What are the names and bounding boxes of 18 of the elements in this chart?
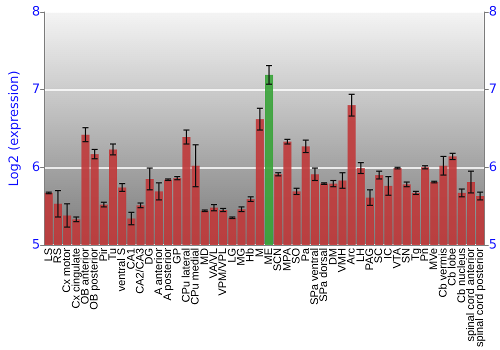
x-tick-label: RS	[52, 248, 64, 264]
y2-tick-label: 6	[488, 160, 498, 175]
x-tick-label: IC	[382, 248, 394, 259]
x-tick-label: SCN	[272, 248, 284, 272]
y2-tick-label: 7	[488, 82, 498, 98]
y-axis-title: Log2 (expression)	[7, 70, 22, 186]
x-tick-label: Arc	[346, 247, 358, 264]
y-tick-label: 7	[32, 82, 40, 98]
y2-tick-label: 5	[488, 237, 498, 252]
y-tick-label: 5	[32, 237, 40, 252]
x-tick-label: spinal cord posterior	[474, 248, 486, 348]
x-tick-label: CPu medial	[190, 248, 202, 305]
y-tick-label: 8	[32, 4, 40, 20]
x-tick-label: OB anterior	[79, 248, 92, 304]
x-tick-label: MVe	[428, 248, 440, 270]
y-tick-label: 6	[32, 160, 40, 175]
y2-tick-label: 8	[488, 4, 498, 20]
x-tick-label: PAG	[364, 248, 376, 270]
